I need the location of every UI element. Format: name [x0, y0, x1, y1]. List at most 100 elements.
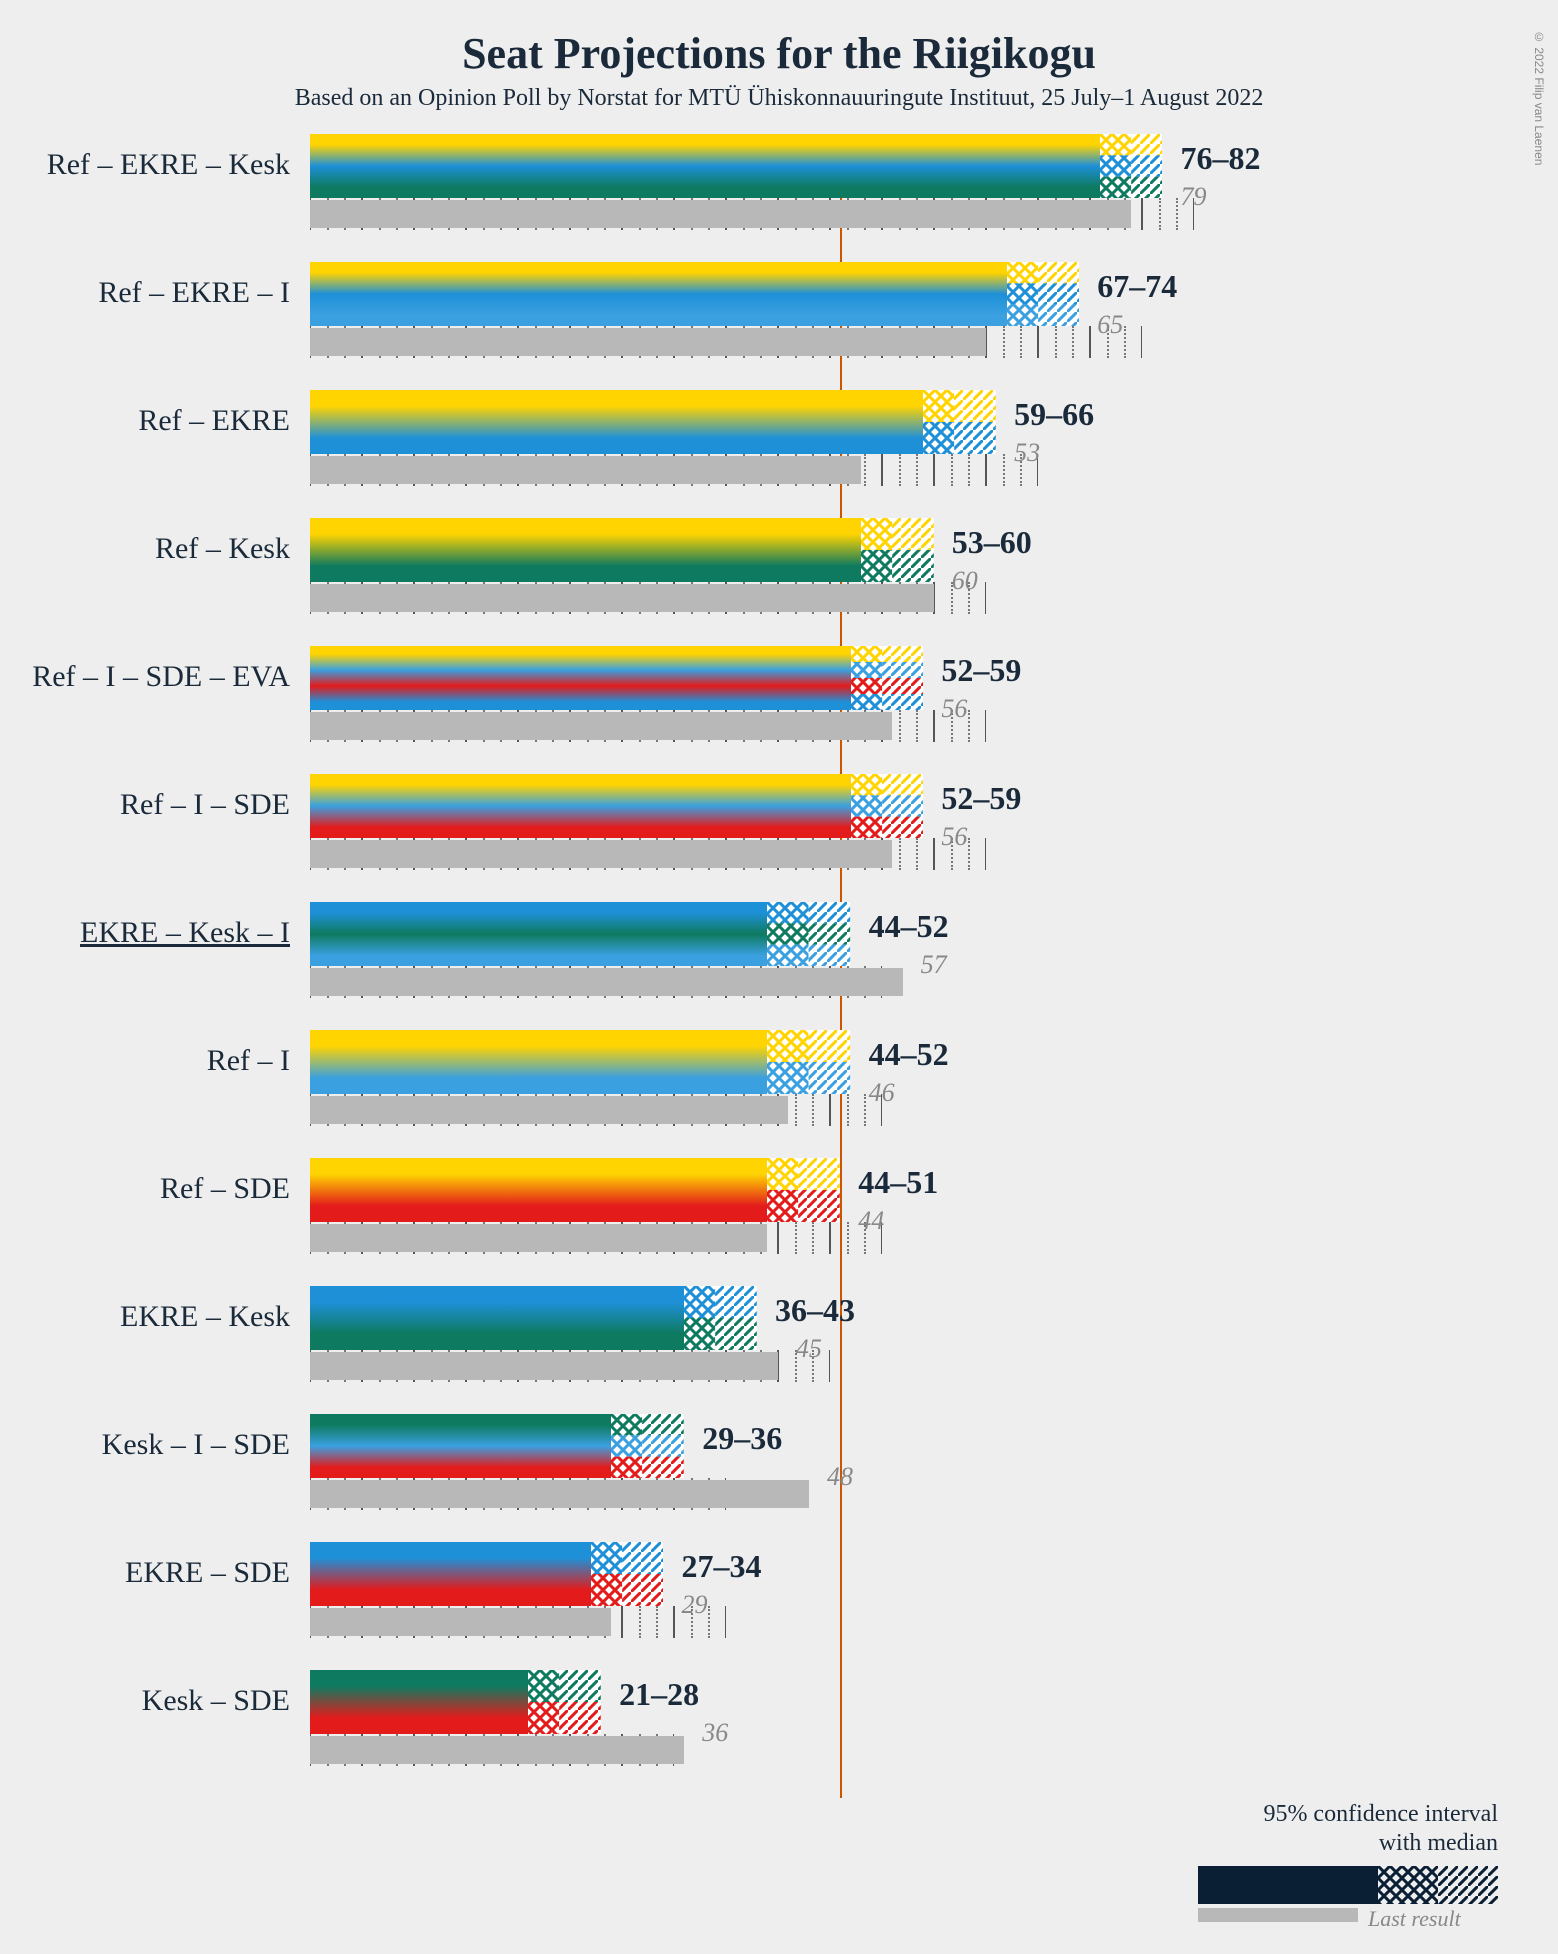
prev-label: 56	[941, 822, 967, 852]
prev-label: 48	[827, 1462, 853, 1492]
prev-result-bar	[310, 1480, 809, 1508]
row-label: Kesk – SDE	[142, 1684, 290, 1718]
range-label: 44–52	[869, 908, 949, 945]
chart-row: Kesk – SDE21–2836	[310, 1670, 1360, 1798]
projection-bar	[310, 1670, 601, 1734]
projection-bar	[310, 646, 923, 710]
chart-row: Ref – EKRE – Kesk76–8279	[310, 134, 1360, 262]
prev-result-bar	[310, 1608, 611, 1636]
row-label: Ref – EKRE – I	[98, 276, 290, 310]
projection-bar	[310, 1286, 757, 1350]
confidence-interval-icon	[1100, 134, 1162, 198]
row-label: Ref – I – SDE	[120, 788, 290, 822]
prev-label: 56	[941, 694, 967, 724]
legend-line2: with median	[1198, 1829, 1498, 1858]
credit-text: © 2022 Filip van Laenen	[1532, 30, 1546, 165]
range-label: 44–52	[869, 1036, 949, 1073]
chart-row: Ref – I44–5246	[310, 1030, 1360, 1158]
chart-row: Ref – I – SDE – EVA52–5956	[310, 646, 1360, 774]
range-label: 53–60	[952, 524, 1032, 561]
range-label: 36–43	[775, 1292, 855, 1329]
chart-row: Ref – EKRE59–6653	[310, 390, 1360, 518]
confidence-interval-icon	[528, 1670, 601, 1734]
chart-area: Ref – EKRE – Kesk76–8279Ref – EKRE – I67…	[310, 134, 1360, 1798]
legend-line1: 95% confidence interval	[1198, 1800, 1498, 1829]
projection-bar	[310, 134, 1162, 198]
prev-label: 65	[1097, 310, 1123, 340]
prev-result-bar	[310, 1096, 788, 1124]
confidence-interval-icon	[684, 1286, 757, 1350]
prev-result-bar	[310, 200, 1131, 228]
legend-ci-icon	[1378, 1866, 1498, 1904]
projection-bar	[310, 774, 923, 838]
row-label: Ref – SDE	[160, 1172, 290, 1206]
projection-bar	[310, 902, 851, 966]
range-label: 52–59	[941, 780, 1021, 817]
projection-bar	[310, 1158, 840, 1222]
prev-result-bar	[310, 456, 861, 484]
chart-row: EKRE – Kesk – I44–5257	[310, 902, 1360, 1030]
confidence-interval-icon	[923, 390, 996, 454]
prev-label: 60	[952, 566, 978, 596]
confidence-interval-icon	[861, 518, 934, 582]
row-label: Kesk – I – SDE	[102, 1428, 290, 1462]
prev-label: 45	[796, 1334, 822, 1364]
confidence-interval-icon	[611, 1414, 684, 1478]
projection-bar	[310, 518, 934, 582]
range-label: 59–66	[1014, 396, 1094, 433]
legend: 95% confidence interval with median Last…	[1198, 1800, 1498, 1904]
prev-result-bar	[310, 1736, 684, 1764]
chart-subtitle: Based on an Opinion Poll by Norstat for …	[0, 79, 1558, 134]
confidence-interval-icon	[851, 774, 924, 838]
prev-result-bar	[310, 584, 934, 612]
confidence-interval-icon	[767, 902, 850, 966]
chart-row: Ref – Kesk53–6060	[310, 518, 1360, 646]
range-label: 21–28	[619, 1676, 699, 1713]
prev-result-bar	[310, 1352, 778, 1380]
projection-bar	[310, 1542, 663, 1606]
confidence-interval-icon	[1007, 262, 1080, 326]
range-label: 44–51	[858, 1164, 938, 1201]
row-label: Ref – Kesk	[155, 532, 290, 566]
confidence-interval-icon	[767, 1030, 850, 1094]
chart-row: Ref – I – SDE52–5956	[310, 774, 1360, 902]
range-label: 67–74	[1097, 268, 1177, 305]
projection-bar	[310, 262, 1079, 326]
range-label: 52–59	[941, 652, 1021, 689]
row-label: Ref – I – SDE – EVA	[32, 660, 290, 694]
legend-prev-bar	[1198, 1908, 1358, 1922]
chart-row: Ref – EKRE – I67–7465	[310, 262, 1360, 390]
range-label: 29–36	[702, 1420, 782, 1457]
prev-result-bar	[310, 1224, 767, 1252]
prev-label: 29	[681, 1590, 707, 1620]
prev-label: 36	[702, 1718, 728, 1748]
prev-label: 79	[1180, 182, 1206, 212]
prev-result-bar	[310, 712, 892, 740]
chart-title: Seat Projections for the Riigikogu	[0, 0, 1558, 79]
prev-result-bar	[310, 840, 892, 868]
row-label: Ref – EKRE – Kesk	[47, 148, 290, 182]
chart-row: EKRE – Kesk36–4345	[310, 1286, 1360, 1414]
legend-bar: Last result	[1198, 1866, 1498, 1904]
row-label: EKRE – Kesk – I	[80, 916, 290, 950]
projection-bar	[310, 1030, 851, 1094]
chart-row: Ref – SDE44–5144	[310, 1158, 1360, 1286]
range-label: 27–34	[681, 1548, 761, 1585]
legend-solid	[1198, 1866, 1378, 1904]
prev-label: 44	[858, 1206, 884, 1236]
range-label: 76–82	[1180, 140, 1260, 177]
confidence-interval-icon	[591, 1542, 664, 1606]
prev-label: 46	[869, 1078, 895, 1108]
projection-bar	[310, 390, 996, 454]
row-label: EKRE – SDE	[125, 1556, 290, 1590]
row-label: Ref – I	[207, 1044, 290, 1078]
row-label: Ref – EKRE	[138, 404, 290, 438]
row-label: EKRE – Kesk	[120, 1300, 290, 1334]
prev-result-bar	[310, 968, 903, 996]
prev-label: 53	[1014, 438, 1040, 468]
projection-bar	[310, 1414, 684, 1478]
prev-label: 57	[921, 950, 947, 980]
chart-row: EKRE – SDE27–3429	[310, 1542, 1360, 1670]
prev-result-bar	[310, 328, 986, 356]
legend-prev-label: Last result	[1368, 1906, 1461, 1932]
